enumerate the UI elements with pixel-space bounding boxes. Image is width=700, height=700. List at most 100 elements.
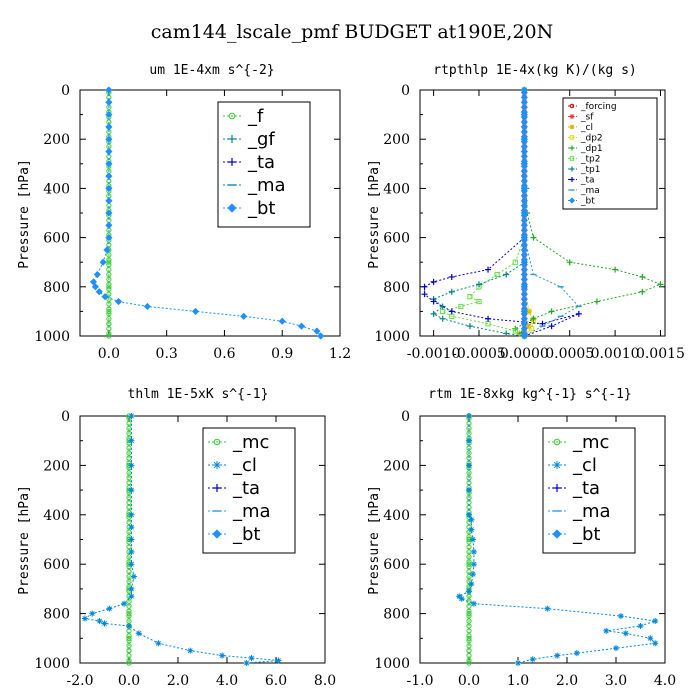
um-legend-label: _bt [247,198,275,219]
thlm-ytick-label: 600 [43,557,70,573]
rtm-point_mc [466,494,472,501]
rtm-point_mc [466,657,472,664]
um-ytick-label: 400 [43,181,70,197]
rtm-point_mc [466,470,472,476]
um-xtick-label: 0.6 [213,346,235,362]
um-point_f [106,281,112,287]
thlm-xtick-label: 8.0 [314,673,336,689]
thlm-point_mc [126,657,132,664]
thlm-legend-marker [213,438,221,446]
um-ytick-label: 200 [43,132,70,148]
um-point_f [106,284,112,290]
panel-rtm-ylabel: Pressure [hPa] [367,485,382,595]
thlm-point_cl [128,487,135,494]
rtm-point_mc [466,534,472,540]
thlm-point_cl [243,660,250,666]
thlm-point_cl [275,657,282,664]
thlm-xtick-label: 6.0 [265,673,287,689]
um-point_f [106,259,112,265]
rtpthlp-series_ta [421,87,582,339]
figure-title: cam144_lscale_pmf BUDGET at190E,20N [151,21,554,43]
rtpthlp-ytick-label: 200 [383,132,410,148]
thlm-xtick-label: -2.0 [67,673,94,689]
rtpthlp-legend-label: _tp2 [580,155,600,165]
rtpthlp-xtick-label: 0.0010 [591,346,640,362]
rtm-legend-marker [552,529,562,539]
rtpthlp-legend-marker [569,135,575,140]
thlm-point_cl [128,548,135,555]
um-legend-label: _ta [247,152,275,173]
rtpthlp-point_tp1 [503,271,510,278]
rtpthlp-point_ta [430,278,437,285]
um-point_bt [93,270,101,279]
rtm-point_mc [466,569,472,575]
thlm-series_cl [81,413,282,666]
rtm-legend-label: _ma [572,501,611,522]
rtm-point_mc [466,611,472,617]
thlm-point_cl [155,640,162,647]
rtm-point_mc [466,445,472,451]
panel-rtm-title: rtm 1E-8xkg kg^{-1} s^{-1} [428,387,632,402]
rtm-point_cl [466,462,472,469]
rtpthlp-legend-label: _tp1 [580,165,600,175]
rtm-point_cl [469,536,476,543]
rtm-point_cl [573,650,580,657]
rtpthlp-ytick-label: 1000 [374,329,410,345]
rtm-legend-label: _bt [572,524,600,545]
rtpthlp-point_tp2 [512,259,518,265]
rtm-legend-marker [553,461,561,469]
thlm-point_cl [89,610,96,617]
thlm-point_mc [126,635,132,641]
um-xtick-label: 0.3 [156,346,178,362]
thlm-point_cl [128,413,135,419]
rtpthlp-point_dp1 [548,308,555,315]
um-point_f [106,291,112,297]
rtm-xtick-label: -1.0 [407,673,434,689]
panel-rtpthlp-ylabel: Pressure [hPa] [367,159,382,269]
um-legend-marker [228,135,236,143]
thlm-legend-label: _ma [232,501,271,522]
rtpthlp-legend-marker [569,103,575,109]
rtpthlp-legend-label: _bt [580,197,595,207]
thlm-point_cl [128,561,135,568]
rtpthlp-point_tp1 [439,303,446,310]
rtpthlp-legend-label: _dp2 [580,134,603,144]
rtm-point_cl [544,605,551,612]
thlm-legend-marker [212,529,222,539]
rtpthlp-point_cl [525,323,532,330]
thlm-xtick-label: 2.0 [167,673,189,689]
rtpthlp-point_ta [448,308,455,315]
rtpthlp-point_tp2 [476,298,482,305]
rtpthlp-line_tp2 [441,90,525,337]
rtm-point_mc [466,544,472,550]
thlm-point_cl [187,647,194,654]
rtpthlp-point_ta [548,323,555,330]
panel-rtm: rtm 1E-8xkg kg^{-1} s^{-1} Pressure [hPa… [367,387,632,595]
rtm-point_cl [617,613,624,620]
rtm-point_mc [466,539,472,545]
rtm-point_cl [466,588,472,595]
rtm-point_mc [466,638,472,644]
rtpthlp-ytick-label: 800 [383,280,410,296]
rtpthlp-point_tp1 [430,310,437,317]
thlm-point_cl [128,585,135,592]
panel-rtpthlp-title: rtpthlp 1E-4x(kg K)/(kg s) [433,63,637,78]
um-point_bt [105,172,113,180]
thlm-point_mc [126,638,132,644]
um-point_f [106,286,112,292]
rtpthlp-point_dp2 [529,326,535,332]
um-point_bt [105,209,113,217]
rtpthlp-point_dp1 [639,288,646,295]
thlm-point_mc [126,420,132,427]
rtpthlp-point_ta [430,298,437,305]
rtm-point_mc [466,643,472,649]
rtm-legend: _mc_cl_ta_ma_bt [542,427,636,554]
thlm-point_cl [219,652,226,659]
um-point_f [106,311,112,317]
rtm-point_mc [466,633,472,639]
um-point_bt [313,327,321,335]
thlm-point_cl [128,536,135,543]
thlm-point_cl [130,573,137,580]
um-point_f [106,326,112,332]
um-point_bt [95,288,103,296]
